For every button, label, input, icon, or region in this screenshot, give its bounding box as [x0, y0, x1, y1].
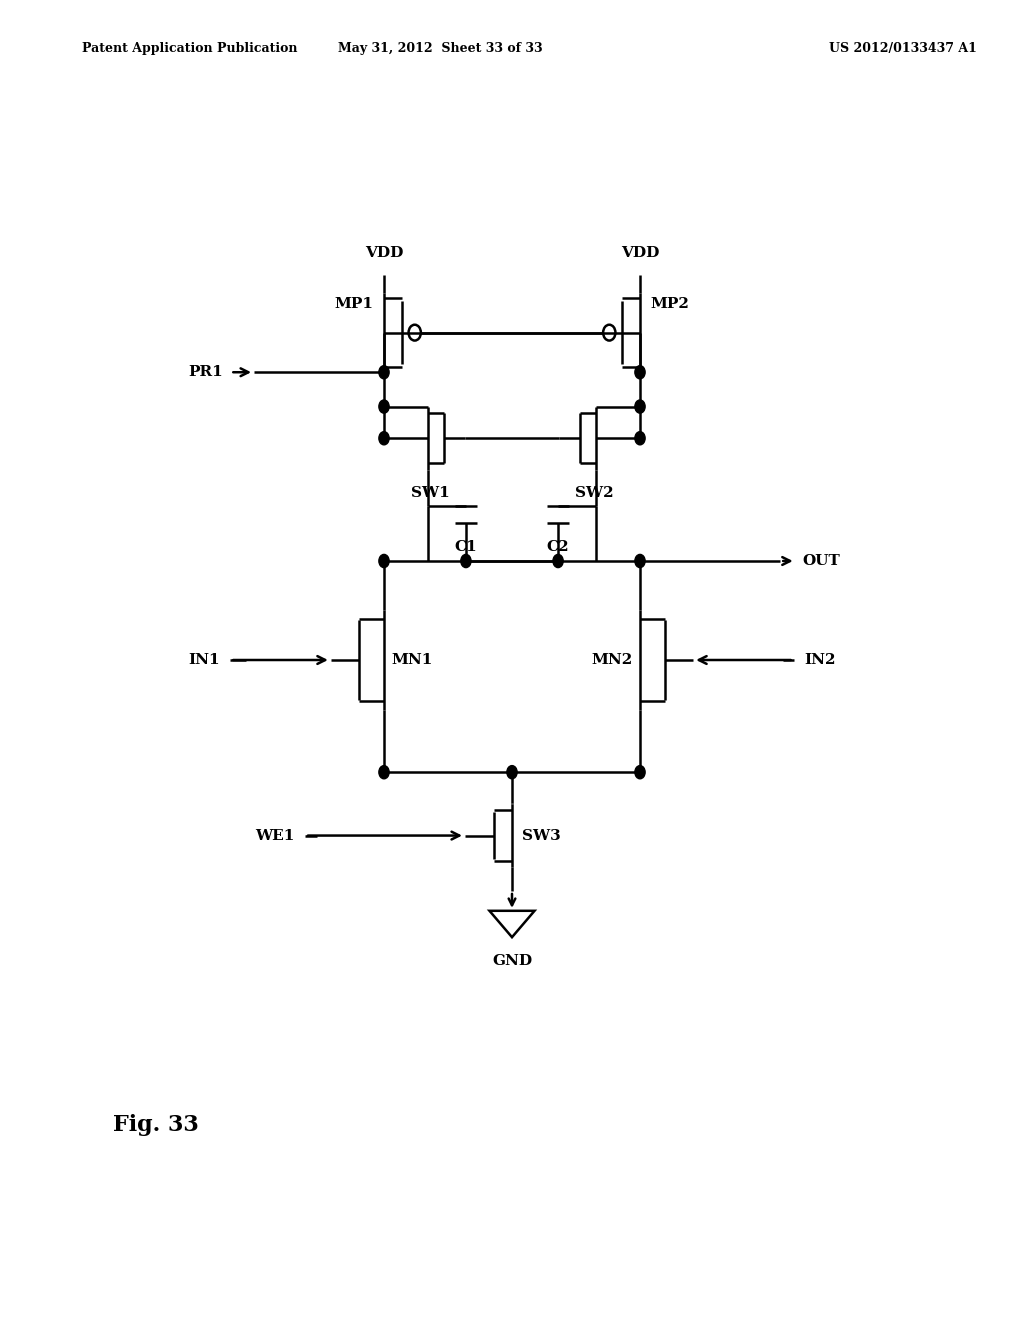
Text: SW1: SW1: [411, 486, 450, 500]
Text: PR1: PR1: [188, 366, 223, 379]
Text: C2: C2: [547, 540, 569, 554]
Text: GND: GND: [492, 954, 532, 969]
Text: MP1: MP1: [335, 297, 374, 310]
Text: VDD: VDD: [621, 247, 659, 260]
Text: WE1: WE1: [256, 829, 295, 842]
Text: US 2012/0133437 A1: US 2012/0133437 A1: [829, 42, 977, 55]
Circle shape: [635, 766, 645, 779]
Text: Patent Application Publication: Patent Application Publication: [82, 42, 297, 55]
Text: IN2: IN2: [804, 653, 836, 667]
Text: MN1: MN1: [391, 653, 432, 667]
Circle shape: [635, 554, 645, 568]
Text: VDD: VDD: [365, 247, 403, 260]
Circle shape: [635, 400, 645, 413]
Circle shape: [379, 400, 389, 413]
Text: IN1: IN1: [188, 653, 220, 667]
Circle shape: [635, 366, 645, 379]
Text: Fig. 33: Fig. 33: [113, 1114, 199, 1135]
Circle shape: [379, 554, 389, 568]
Text: MN2: MN2: [592, 653, 633, 667]
Circle shape: [379, 366, 389, 379]
Text: MP2: MP2: [650, 297, 689, 310]
Text: SW2: SW2: [574, 486, 613, 500]
Circle shape: [507, 766, 517, 779]
Circle shape: [379, 432, 389, 445]
Circle shape: [379, 766, 389, 779]
Text: OUT: OUT: [803, 554, 841, 568]
Text: C1: C1: [455, 540, 477, 554]
Circle shape: [461, 554, 471, 568]
Circle shape: [635, 432, 645, 445]
Circle shape: [553, 554, 563, 568]
Text: May 31, 2012  Sheet 33 of 33: May 31, 2012 Sheet 33 of 33: [338, 42, 543, 55]
Text: SW3: SW3: [522, 829, 561, 842]
